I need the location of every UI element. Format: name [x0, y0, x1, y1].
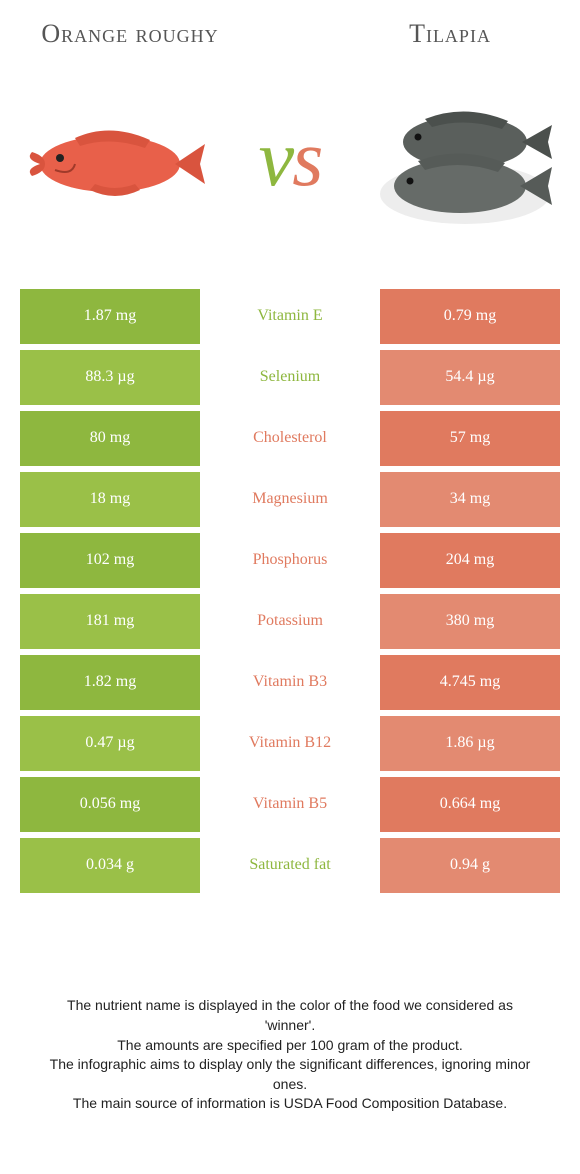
header: Orange roughy Tilapia: [0, 0, 580, 59]
footer-line-4: The main source of information is USDA F…: [40, 1094, 540, 1114]
left-value-cell: 80 mg: [20, 411, 200, 466]
left-value-cell: 102 mg: [20, 533, 200, 588]
footer-line-3: The infographic aims to display only the…: [40, 1055, 540, 1094]
footer-line-1: The nutrient name is displayed in the co…: [40, 996, 540, 1035]
vs-s: s: [292, 115, 321, 203]
left-value-cell: 1.82 mg: [20, 655, 200, 710]
nutrient-name-cell: Saturated fat: [200, 838, 380, 893]
left-value-cell: 88.3 µg: [20, 350, 200, 405]
right-value-cell: 4.745 mg: [380, 655, 560, 710]
right-value-cell: 54.4 µg: [380, 350, 560, 405]
nutrient-name-cell: Potassium: [200, 594, 380, 649]
nutrient-name-cell: Vitamin B3: [200, 655, 380, 710]
right-value-cell: 204 mg: [380, 533, 560, 588]
left-value-cell: 0.056 mg: [20, 777, 200, 832]
nutrient-name-cell: Vitamin B5: [200, 777, 380, 832]
right-food-title: Tilapia: [350, 20, 550, 49]
left-value-cell: 181 mg: [20, 594, 200, 649]
images-row: vs: [0, 59, 580, 259]
footer-notes: The nutrient name is displayed in the co…: [0, 996, 580, 1114]
table-row: 181 mgPotassium380 mg: [20, 594, 560, 649]
nutrient-name-cell: Cholesterol: [200, 411, 380, 466]
nutrient-name-cell: Vitamin B12: [200, 716, 380, 771]
vs-label: vs: [259, 119, 322, 199]
vs-v: v: [259, 115, 293, 203]
table-row: 80 mgCholesterol57 mg: [20, 411, 560, 466]
table-row: 0.056 mgVitamin B50.664 mg: [20, 777, 560, 832]
left-food-title: Orange roughy: [30, 20, 230, 49]
nutrient-name-cell: Vitamin E: [200, 289, 380, 344]
comparison-table: 1.87 mgVitamin E0.79 mg 88.3 µgSelenium54…: [20, 289, 560, 893]
left-food-image: [20, 84, 210, 234]
right-value-cell: 0.664 mg: [380, 777, 560, 832]
table-row: 1.87 mgVitamin E0.79 mg: [20, 289, 560, 344]
table-row: 102 mgPhosphorus204 mg: [20, 533, 560, 588]
left-value-cell: 0.034 g: [20, 838, 200, 893]
table-row: 1.82 mgVitamin B34.745 mg: [20, 655, 560, 710]
left-value-cell: 0.47 µg: [20, 716, 200, 771]
nutrient-name-cell: Phosphorus: [200, 533, 380, 588]
left-value-cell: 18 mg: [20, 472, 200, 527]
right-value-cell: 57 mg: [380, 411, 560, 466]
nutrient-name-cell: Magnesium: [200, 472, 380, 527]
right-value-cell: 34 mg: [380, 472, 560, 527]
table-row: 0.47 µgVitamin B121.86 µg: [20, 716, 560, 771]
table-row: 18 mgMagnesium34 mg: [20, 472, 560, 527]
nutrient-name-cell: Selenium: [200, 350, 380, 405]
table-row: 88.3 µgSelenium54.4 µg: [20, 350, 560, 405]
right-food-image: [370, 84, 560, 234]
right-value-cell: 0.79 mg: [380, 289, 560, 344]
footer-line-2: The amounts are specified per 100 gram o…: [40, 1036, 540, 1056]
right-value-cell: 380 mg: [380, 594, 560, 649]
right-value-cell: 1.86 µg: [380, 716, 560, 771]
left-value-cell: 1.87 mg: [20, 289, 200, 344]
table-row: 0.034 gSaturated fat0.94 g: [20, 838, 560, 893]
right-value-cell: 0.94 g: [380, 838, 560, 893]
